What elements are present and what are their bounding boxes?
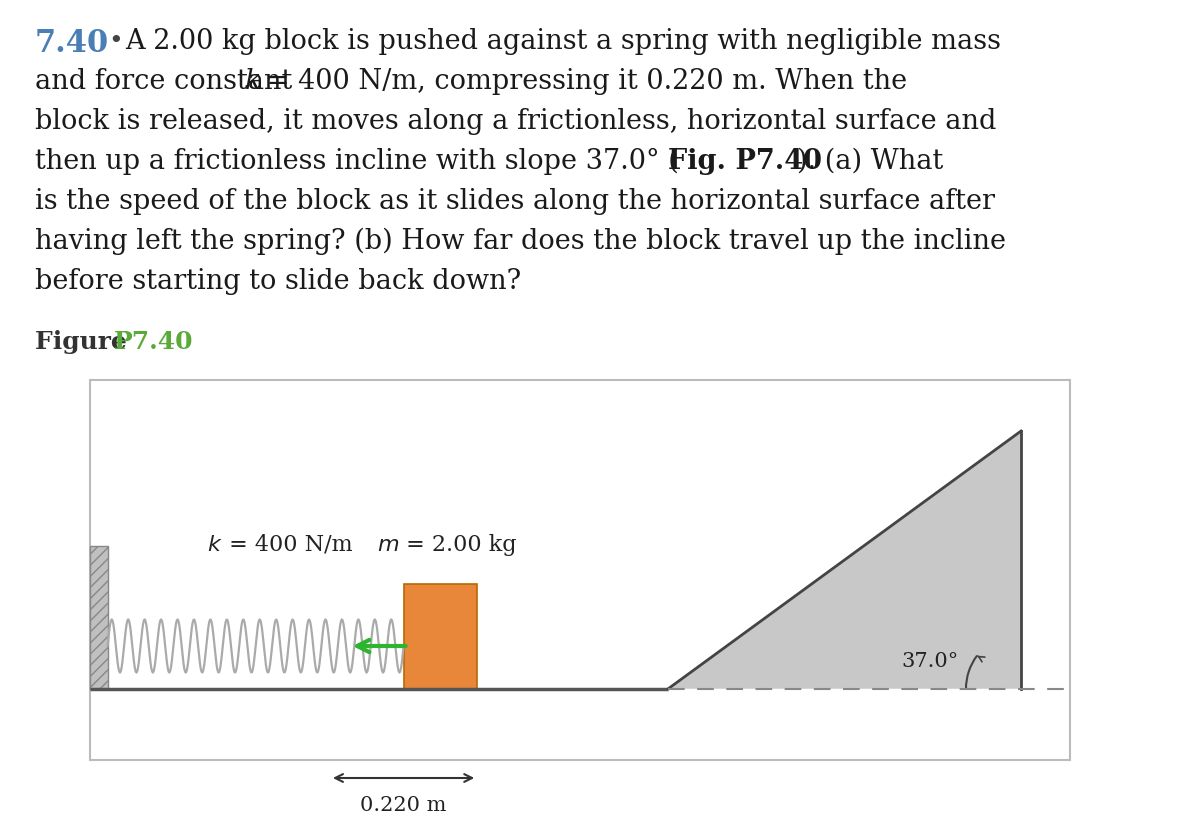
Text: ). (a) What: ). (a) What <box>797 148 943 175</box>
Text: •: • <box>108 30 122 53</box>
Text: having left the spring? (b) How far does the block travel up the incline: having left the spring? (b) How far does… <box>35 228 1006 256</box>
Text: 7.40: 7.40 <box>35 28 109 59</box>
Text: before starting to slide back down?: before starting to slide back down? <box>35 268 521 295</box>
Text: k: k <box>245 68 262 95</box>
Text: $m$: $m$ <box>377 534 398 556</box>
Polygon shape <box>668 431 1021 689</box>
Bar <box>90 380 1070 760</box>
Bar <box>90 546 108 689</box>
Text: is the speed of the block as it slides along the horizontal surface after: is the speed of the block as it slides a… <box>35 188 995 215</box>
Text: 0.220 m: 0.220 m <box>360 796 446 815</box>
Text: then up a frictionless incline with slope 37.0° (: then up a frictionless incline with slop… <box>35 148 679 175</box>
Bar <box>90 546 108 689</box>
Text: Figure: Figure <box>35 330 136 354</box>
Text: block is released, it moves along a frictionless, horizontal surface and: block is released, it moves along a fric… <box>35 108 996 135</box>
Text: = 400 N/m, compressing it 0.220 m. When the: = 400 N/m, compressing it 0.220 m. When … <box>258 68 907 95</box>
Text: = 2.00 kg: = 2.00 kg <box>398 534 516 556</box>
Text: 37.0°: 37.0° <box>901 652 959 671</box>
Text: Fig. P7.40: Fig. P7.40 <box>668 148 822 175</box>
Text: = 400 N/m: = 400 N/m <box>222 534 353 556</box>
Text: and force constant: and force constant <box>35 68 301 95</box>
Text: P7.40: P7.40 <box>114 330 193 354</box>
Text: A 2.00 kg block is pushed against a spring with negligible mass: A 2.00 kg block is pushed against a spri… <box>125 28 1001 55</box>
Text: $k$: $k$ <box>206 534 222 556</box>
Bar <box>403 584 478 689</box>
